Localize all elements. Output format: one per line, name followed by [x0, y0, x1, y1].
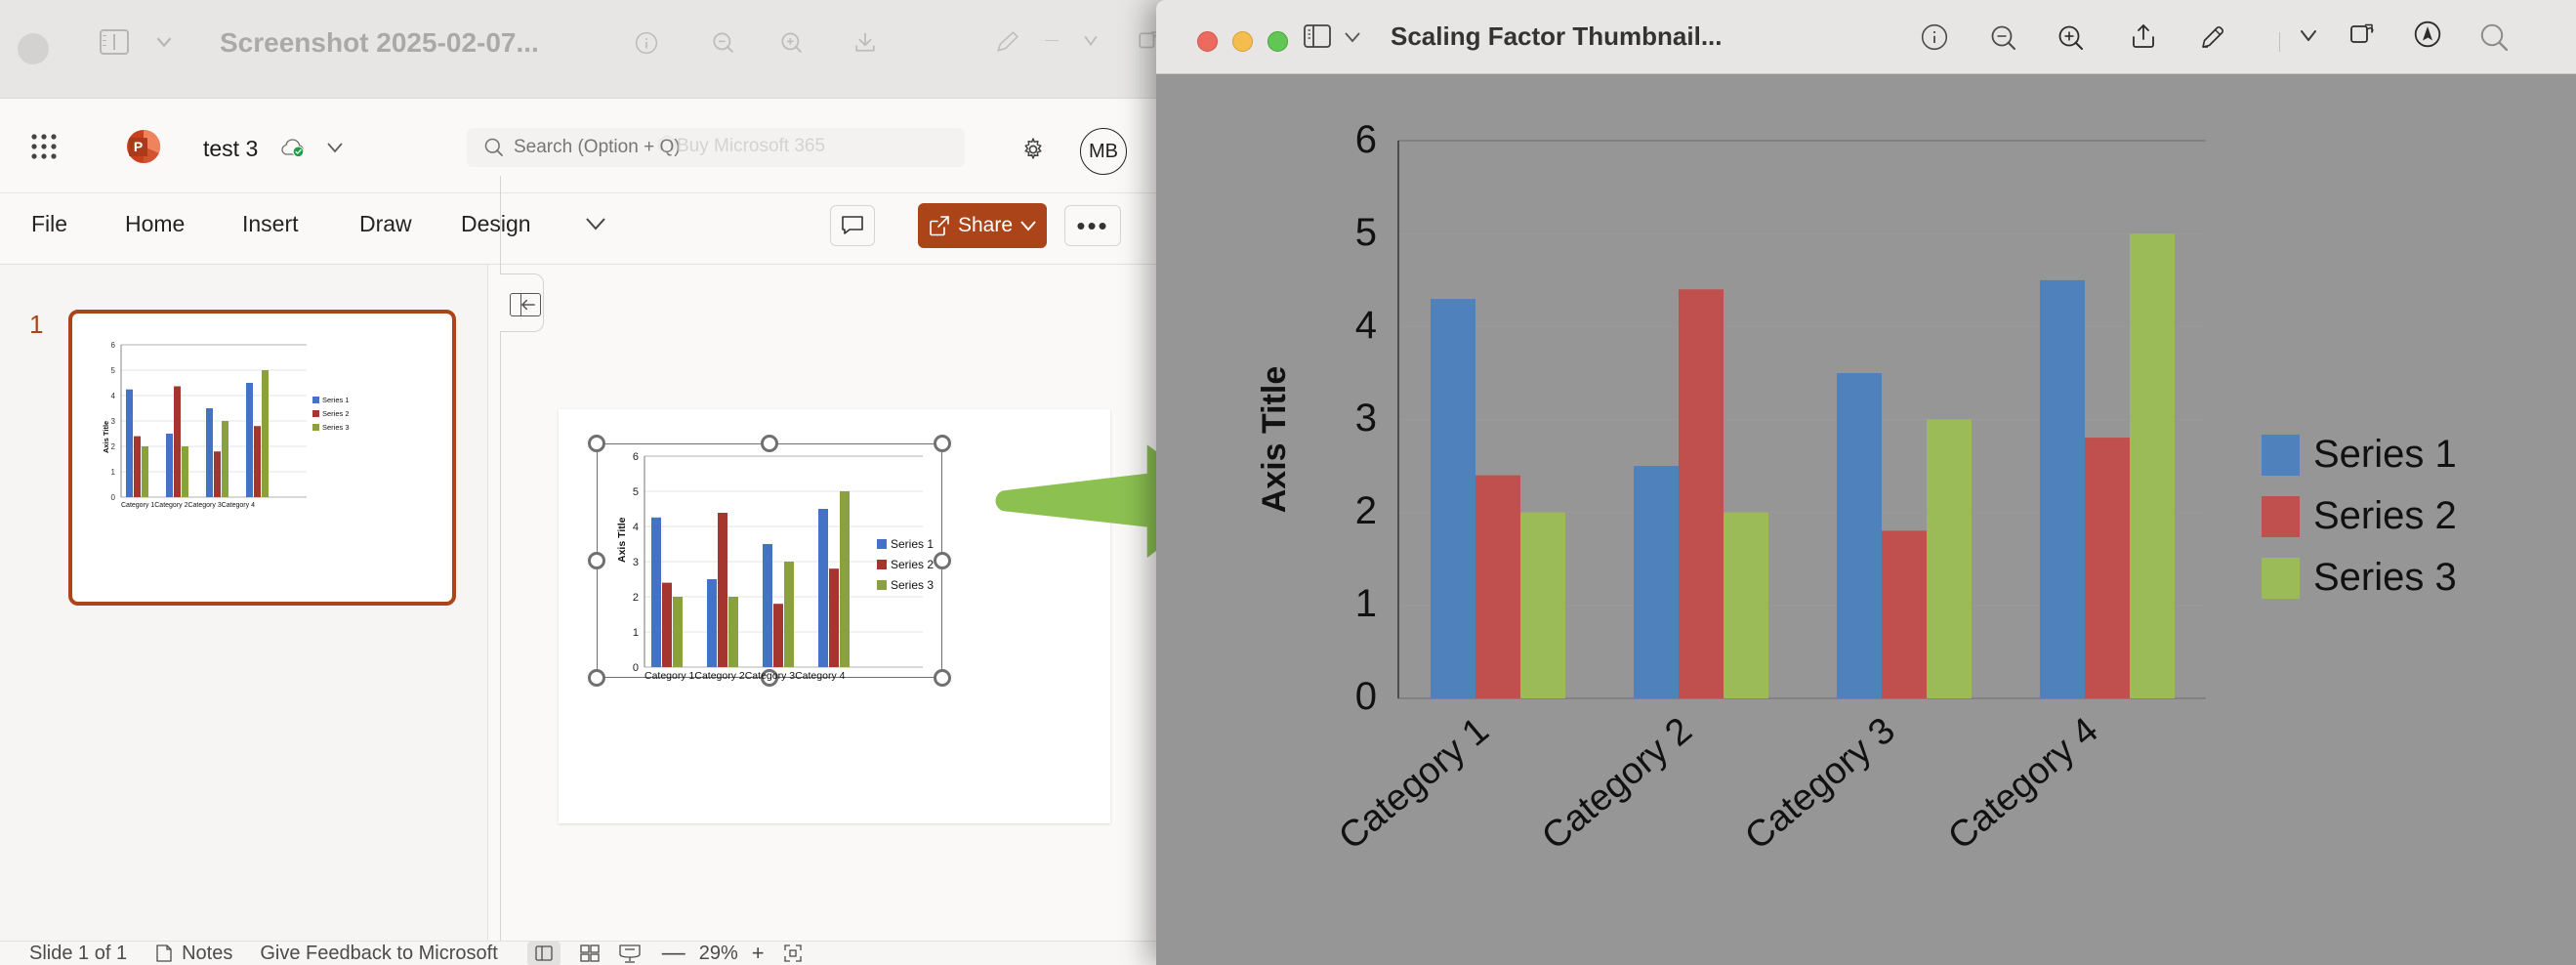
svg-text:P: P	[134, 139, 143, 154]
svg-text:0: 0	[111, 493, 116, 502]
svg-text:0: 0	[633, 662, 639, 674]
svg-text:Axis Title: Axis Title	[616, 517, 628, 563]
svg-text:Category 1Category 2Category 3: Category 1Category 2Category 3Category 4	[644, 670, 846, 682]
svg-text:Category 1: Category 1	[1331, 710, 1496, 859]
svg-text:2: 2	[633, 592, 639, 604]
svg-text:4: 4	[1355, 304, 1377, 347]
svg-text:6: 6	[1355, 118, 1377, 161]
svg-text:2: 2	[1355, 489, 1377, 532]
svg-text:3: 3	[111, 417, 116, 426]
svg-text:Category 4: Category 4	[1940, 710, 2105, 859]
svg-text:Axis Title: Axis Title	[1256, 366, 1293, 514]
svg-text:1: 1	[111, 468, 116, 477]
svg-text:3: 3	[633, 557, 639, 568]
svg-text:Series 2: Series 2	[891, 558, 934, 571]
svg-text:6: 6	[111, 341, 116, 350]
svg-text:0: 0	[1355, 675, 1377, 718]
svg-text:4: 4	[111, 392, 116, 400]
svg-text:5: 5	[111, 366, 116, 375]
svg-text:Series 3: Series 3	[322, 423, 350, 432]
svg-text:6: 6	[633, 451, 639, 463]
svg-text:Axis Title: Axis Title	[102, 421, 110, 453]
svg-text:Category 1Category 2Category 3: Category 1Category 2Category 3Category 4	[121, 502, 255, 509]
svg-text:3: 3	[1355, 397, 1377, 440]
svg-text:Category 2: Category 2	[1534, 710, 1699, 859]
svg-text:4: 4	[633, 522, 639, 533]
svg-text:1: 1	[633, 627, 639, 639]
svg-text:5: 5	[633, 486, 639, 498]
svg-text:Series 1: Series 1	[891, 537, 934, 551]
svg-text:Series 2: Series 2	[322, 409, 350, 418]
svg-text:2: 2	[111, 442, 116, 451]
svg-text:Category 3: Category 3	[1737, 710, 1902, 859]
svg-text:Series 1: Series 1	[322, 396, 350, 404]
svg-text:Series 3: Series 3	[891, 578, 934, 592]
svg-text:5: 5	[1355, 211, 1377, 254]
svg-text:1: 1	[1355, 582, 1377, 625]
